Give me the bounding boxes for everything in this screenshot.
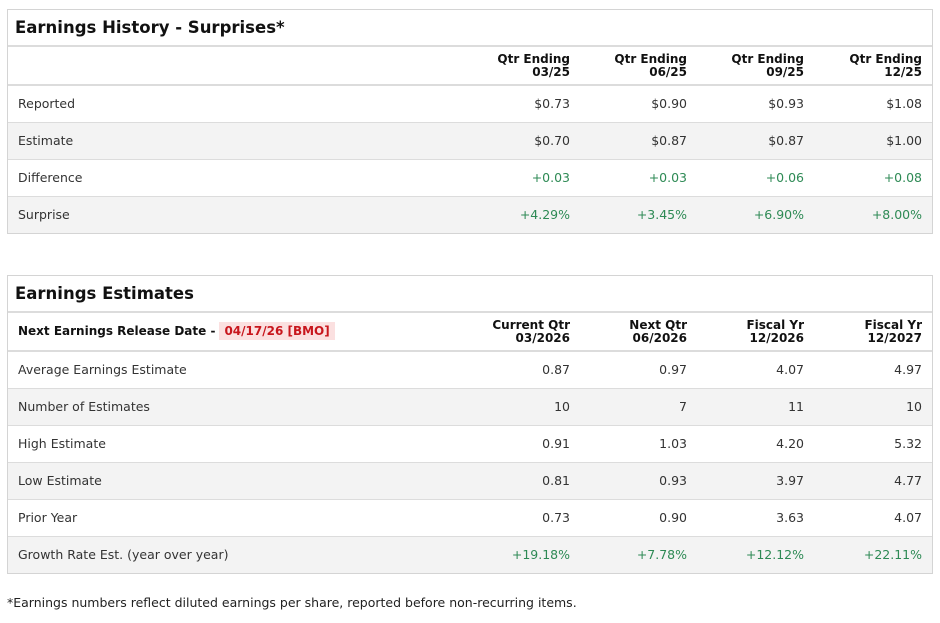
column-header: Qtr Ending 09/25	[731, 51, 804, 79]
table-row: Low Estimate 0.81 0.93 3.97 4.77	[8, 462, 932, 499]
release-date-badge: 04/17/26 [BMO]	[219, 322, 335, 340]
table-row-estimate: Estimate $0.70 $0.87 $0.87 $1.00	[8, 122, 932, 159]
earnings-estimates-title: Earnings Estimates	[8, 276, 932, 313]
earnings-history-title: Earnings History - Surprises*	[8, 10, 932, 47]
table-header: Qtr Ending 03/25 Qtr Ending 06/25 Qtr Endi…	[8, 47, 932, 85]
table-row: Prior Year 0.73 0.90 3.63 4.07	[8, 499, 932, 536]
column-header: Fiscal Yr 12/2026	[746, 317, 804, 345]
table-row: Growth Rate Est. (year over year) +19.18%…	[8, 536, 932, 573]
table-row: Average Earnings Estimate 0.87 0.97 4.07 4.9…	[8, 351, 932, 388]
column-header: Fiscal Yr 12/2027	[864, 317, 922, 345]
column-header: Current Qtr 03/2026	[492, 317, 570, 345]
table-header: Next Earnings Release Date -04/17/26 [BM…	[8, 313, 932, 351]
earnings-estimates-panel: Earnings Estimates Next Earnings Release…	[7, 275, 933, 574]
earnings-history-table: Qtr Ending 03/25 Qtr Ending 06/25 Qtr Endi…	[8, 47, 932, 233]
column-header: Qtr Ending 12/25	[849, 51, 922, 79]
column-header: Next Qtr 06/2026	[629, 317, 687, 345]
next-release-label: Next Earnings Release Date -04/17/26 [BM…	[8, 313, 454, 351]
earnings-estimates-table: Next Earnings Release Date -04/17/26 [BM…	[8, 313, 932, 573]
column-header: Qtr Ending 06/25	[614, 51, 687, 79]
column-header: Qtr Ending 03/25	[497, 51, 570, 79]
earnings-history-panel: Earnings History - Surprises* Qtr Ending…	[7, 9, 933, 234]
table-row: High Estimate 0.91 1.03 4.20 5.32	[8, 425, 932, 462]
table-row: Number of Estimates 10 7 11 10	[8, 388, 932, 425]
table-row-difference: Difference +0.03 +0.03 +0.06 +0.08	[8, 159, 932, 196]
table-row-surprise: Surprise +4.29% +3.45% +6.90% +8.00%	[8, 196, 932, 233]
table-row-reported: Reported $0.73 $0.90 $0.93 $1.08	[8, 85, 932, 122]
footnote: *Earnings numbers reflect diluted earnin…	[7, 595, 577, 610]
